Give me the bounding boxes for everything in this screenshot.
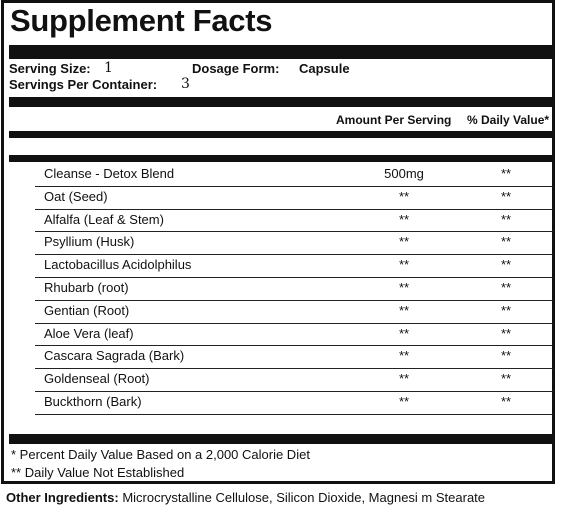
thick-rule-top <box>9 45 553 59</box>
ingredient-amount: ** <box>398 371 410 387</box>
ingredient-daily-value: ** <box>500 394 512 409</box>
panel-title: Supplement Facts <box>10 3 273 38</box>
ingredient-amount: ** <box>398 394 410 409</box>
row-divider <box>35 368 553 370</box>
other-ingredients-value: Microcrystalline Cellulose, Silicon Diox… <box>122 490 486 505</box>
ingredient-name: Oat (Seed) <box>44 188 108 204</box>
ingredient-daily-value: ** <box>500 257 512 273</box>
thick-rule-rows-top <box>9 155 553 162</box>
thick-rule-mid <box>9 97 553 107</box>
ingredient-name: Aloe Vera (leaf) <box>44 325 134 341</box>
ingredient-name: Rhubarb (root) <box>44 280 129 295</box>
ingredient-name: Psyllium (Husk) <box>44 234 135 250</box>
serving-size-label: Serving Size: <box>9 61 91 76</box>
ingredient-name: Alfalfa (Leaf & Stem) <box>44 211 164 227</box>
dosage-form-value: Capsule <box>299 61 350 76</box>
ingredient-row: Alfalfa (Leaf & Stem) ** ** <box>9 208 553 231</box>
row-divider <box>35 254 553 256</box>
ingredient-amount: ** <box>398 211 410 227</box>
ingredient-daily-value: ** <box>500 302 512 318</box>
row-divider <box>35 185 553 187</box>
ingredient-daily-value: ** <box>500 280 512 295</box>
ingredient-amount: ** <box>398 302 410 318</box>
ingredient-amount: 500mg <box>384 166 424 181</box>
ingredient-row: Lactobacillus Acidolphilus ** ** <box>9 254 553 276</box>
footnote-not-established: ** Daily Value Not Established <box>11 465 185 480</box>
servings-per-container-value: 3 <box>181 76 190 92</box>
row-divider <box>35 345 553 347</box>
other-ingredients-label: Other Ingredients: <box>6 490 119 505</box>
ingredient-daily-value: ** <box>500 211 512 227</box>
row-divider <box>35 208 553 210</box>
row-divider <box>35 322 553 324</box>
ingredient-daily-value: ** <box>500 188 512 204</box>
ingredient-amount: ** <box>398 188 410 204</box>
row-divider <box>35 299 553 301</box>
serving-size-value: 1 <box>104 60 113 76</box>
ingredient-name: Cleanse - Detox Blend <box>44 166 175 181</box>
ingredient-daily-value: ** <box>500 348 512 364</box>
ingredient-name: Gentian (Root) <box>44 302 130 318</box>
ingredient-row: Oat (Seed) ** ** <box>9 185 553 208</box>
supplement-facts-panel: Supplement Facts Serving Size: 1 Dosage … <box>1 0 555 484</box>
ingredient-amount: ** <box>398 325 410 341</box>
row-divider <box>35 413 553 415</box>
ingredient-amount: ** <box>398 280 410 295</box>
ingredient-row: Gentian (Root) ** ** <box>9 299 553 322</box>
ingredient-name: Lactobacillus Acidolphilus <box>44 257 192 273</box>
ingredient-amount: ** <box>398 257 410 273</box>
ingredient-row: Aloe Vera (leaf) ** ** <box>9 322 553 345</box>
thick-rule-header <box>9 131 553 138</box>
ingredient-row: Psyllium (Husk) ** ** <box>9 231 553 253</box>
ingredient-name: Buckthorn (Bark) <box>44 394 142 409</box>
ingredient-row: Buckthorn (Bark) ** ** <box>9 391 553 413</box>
ingredient-daily-value: ** <box>500 371 512 387</box>
ingredient-amount: ** <box>398 348 410 364</box>
ingredient-name: Cascara Sagrada (Bark) <box>44 348 185 364</box>
ingredient-daily-value: ** <box>500 325 512 341</box>
other-ingredients: Other Ingredients: Microcrystalline Cell… <box>6 490 485 506</box>
servings-per-container-label: Servings Per Container: <box>9 77 158 92</box>
row-divider <box>35 231 553 233</box>
ingredient-daily-value: ** <box>500 234 512 250</box>
ingredient-amount: ** <box>398 234 410 250</box>
ingredient-daily-value: ** <box>500 166 512 181</box>
thick-rule-bottom <box>9 434 553 444</box>
ingredient-row: Cascara Sagrada (Bark) ** ** <box>9 345 553 367</box>
ingredient-name: Goldenseal (Root) <box>44 371 150 387</box>
daily-value-header: % Daily Value* <box>467 113 550 127</box>
row-divider <box>35 391 553 392</box>
ingredient-row: Cleanse - Detox Blend 500mg ** <box>9 163 553 185</box>
footnote-percent-dv: * Percent Daily Value Based on a 2,000 C… <box>11 447 310 462</box>
dosage-form-label: Dosage Form: <box>192 61 280 76</box>
ingredient-list-end <box>9 413 553 415</box>
ingredient-row: Goldenseal (Root) ** ** <box>9 368 553 390</box>
ingredient-row: Rhubarb (root) ** ** <box>9 277 553 299</box>
amount-per-serving-header: Amount Per Serving <box>336 113 452 127</box>
row-divider <box>35 277 553 278</box>
